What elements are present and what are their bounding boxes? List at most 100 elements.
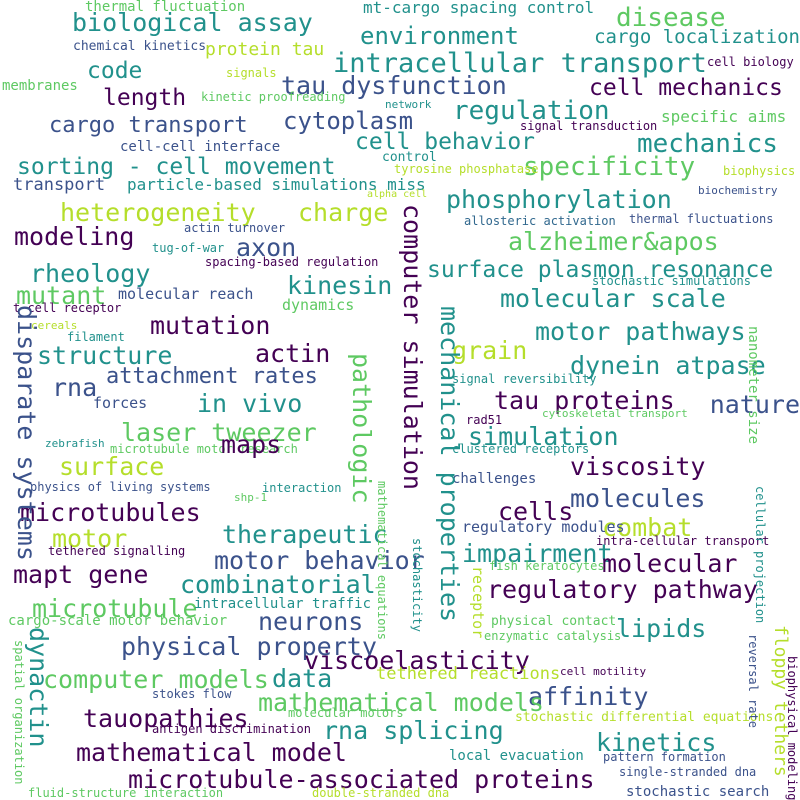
cloud-word: nanometer size: [745, 326, 761, 445]
cloud-word: thermal fluctuation: [85, 0, 246, 15]
cloud-word: simulation: [468, 422, 619, 451]
cloud-word: surface: [59, 452, 165, 481]
cloud-word: regulatory pathway: [487, 575, 758, 604]
cloud-word: motor pathways: [535, 317, 746, 346]
cloud-word: cargo transport: [49, 113, 248, 138]
cloud-word: surface plasmon resonance: [427, 257, 774, 283]
cloud-word: grain: [452, 336, 528, 365]
cloud-word: tauopathies: [83, 704, 249, 733]
cloud-word: combinatorial: [180, 570, 376, 599]
cloud-word: cellular projection: [753, 486, 767, 624]
cloud-word: spacing-based regulation: [205, 255, 379, 269]
cloud-word: mutation: [150, 311, 271, 340]
cloud-word: cells: [498, 497, 574, 526]
cloud-word: disease: [616, 3, 726, 33]
cloud-word: tau proteins: [494, 386, 675, 415]
cloud-word: clustered receptors: [452, 442, 590, 456]
cloud-word: stochastic differential equations: [515, 710, 774, 725]
cloud-word: cargo localization: [594, 26, 800, 48]
cloud-word: motor behavior: [214, 546, 425, 575]
cloud-word: intracellular traffic: [194, 596, 372, 612]
cloud-word: charge: [298, 198, 389, 227]
cloud-word: mechanics: [637, 129, 778, 159]
cloud-word: intracellular transport: [333, 48, 707, 79]
cloud-word: cell mechanics: [589, 75, 783, 101]
cloud-word: kinetics: [596, 728, 717, 757]
cloud-word: stochasticity: [410, 538, 424, 632]
cloud-word: cell motility: [560, 665, 647, 678]
cloud-word: molecular reach: [118, 285, 254, 303]
cloud-word: microtubule motor research: [110, 442, 298, 456]
cloud-word: chemical kinetics: [73, 39, 207, 54]
cloud-word: mathematical equations: [375, 481, 389, 640]
cloud-word: dynamics: [282, 296, 355, 314]
cloud-word: code: [87, 58, 143, 84]
cloud-word: disparate systems: [12, 305, 41, 561]
cloud-word: antigen discrimination: [152, 722, 311, 736]
cloud-word: thermal fluctuations: [629, 212, 774, 226]
cloud-word: impairment: [462, 539, 613, 568]
cloud-word: mathematical models: [258, 688, 544, 717]
cloud-word: rna: [52, 373, 98, 402]
cloud-word: biochemistry: [698, 184, 778, 197]
cloud-word: protein tau: [205, 39, 325, 60]
cloud-word: structure: [37, 341, 173, 370]
cloud-word: tethered signalling: [48, 544, 186, 558]
cloud-word: pattern formation: [603, 750, 726, 764]
cloud-word: laser tweezer: [121, 418, 317, 447]
cloud-word: cereals: [31, 319, 78, 332]
cloud-word: spatial organization: [12, 640, 26, 785]
cloud-word: dynein atpase: [570, 351, 766, 380]
cloud-word: motor: [52, 524, 128, 553]
cloud-word: stochastic simulations: [592, 274, 751, 288]
cloud-word: microtubule: [32, 594, 198, 623]
cloud-word: viscosity: [570, 452, 706, 481]
cloud-word: biophysics: [723, 164, 796, 178]
cloud-word: tau dysfunction: [281, 71, 507, 100]
cloud-word: therapeutic: [222, 520, 388, 549]
cloud-word: zebrafish: [45, 437, 105, 450]
cloud-word: actin turnover: [184, 221, 286, 235]
cloud-word: tyrosine phosphatase: [394, 162, 539, 176]
cloud-word: attachment rates: [106, 364, 318, 389]
cloud-word: local evacuation: [449, 748, 584, 764]
cloud-word: pathologic: [347, 353, 376, 504]
cloud-word: mapt gene: [13, 560, 149, 589]
cloud-word: lipids: [616, 614, 707, 643]
cloud-word: nature: [709, 390, 800, 419]
cloud-word: computer simulation: [398, 204, 427, 490]
cloud-word: rheology: [30, 259, 151, 288]
cloud-word: fluid-structure interaction: [28, 786, 224, 800]
cloud-word: combat: [602, 513, 693, 542]
cloud-word: particle-based simulations miss: [127, 175, 426, 194]
cloud-word: viscoelasticity: [304, 646, 530, 675]
cloud-word: maps: [221, 430, 282, 459]
cloud-word: biological assay: [72, 8, 313, 37]
cloud-word: challenges: [452, 471, 537, 487]
cloud-word: regulation: [453, 96, 610, 126]
cloud-word: physical property: [121, 632, 377, 661]
cloud-word: modeling: [14, 222, 135, 251]
cloud-word: tug-of-war: [152, 241, 225, 255]
cloud-word: cytoskeletal transport: [542, 407, 688, 420]
cloud-word: single-stranded dna: [619, 765, 757, 779]
cloud-word: transport: [13, 175, 106, 195]
cloud-word: cytoplasm: [283, 107, 414, 135]
cloud-word: mutant: [16, 281, 107, 310]
cloud-word: mathematical model: [76, 738, 347, 767]
cloud-word: data: [272, 664, 333, 693]
cloud-word: intra-cellular transport: [596, 534, 770, 548]
cloud-word: environment: [360, 22, 519, 50]
cloud-word: microtubule-associated proteins: [128, 765, 595, 794]
cloud-word: signals: [226, 66, 277, 80]
cloud-word: molecular scale: [500, 284, 726, 313]
cloud-word: fish keratocytes: [489, 559, 605, 573]
cloud-word: alpha cell: [367, 189, 428, 200]
cloud-word: signal reversibility: [452, 372, 597, 386]
cloud-word: specific aims: [661, 107, 787, 126]
cloud-word: allosteric activation: [464, 214, 616, 228]
cloud-word: in vivo: [197, 389, 303, 418]
cloud-word: mt-cargo spacing control: [363, 0, 595, 17]
cloud-word: kinesin: [287, 271, 393, 300]
